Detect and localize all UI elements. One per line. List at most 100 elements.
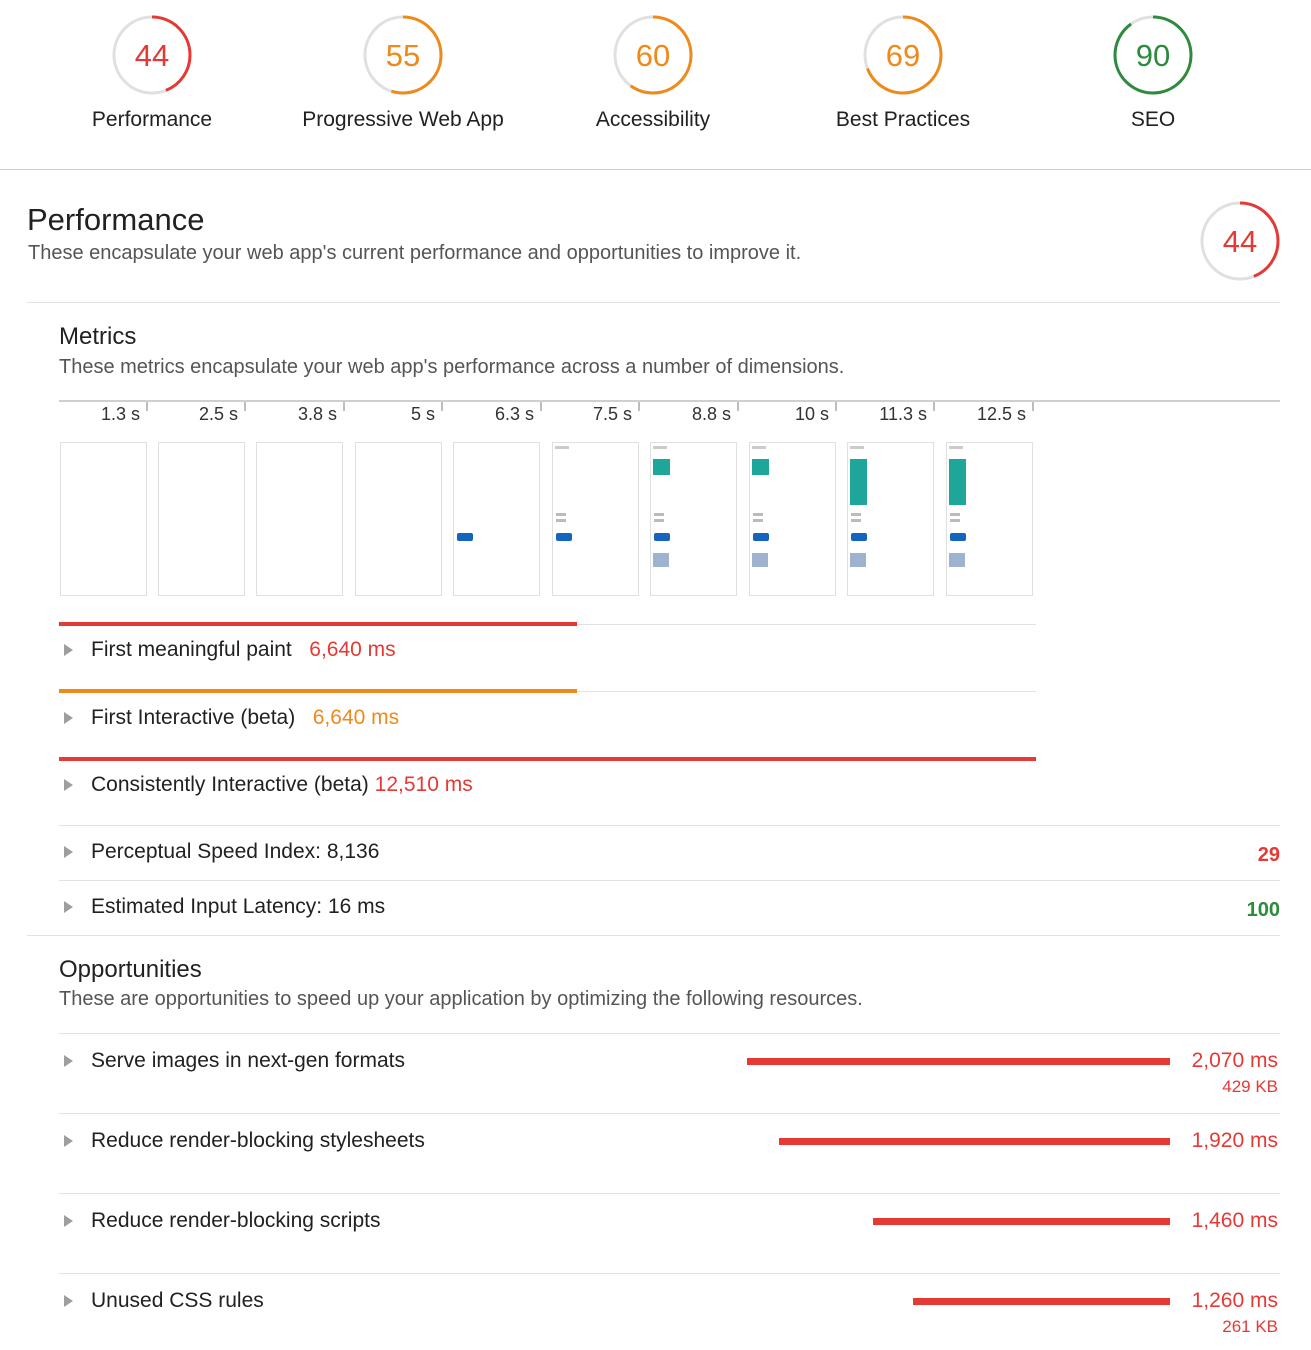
tick-mark [835, 402, 837, 411]
filmstrip-frame [552, 442, 639, 596]
divider [59, 1113, 1280, 1114]
opportunity-ms: 2,070 ms [1191, 1049, 1278, 1072]
metrics-title: Metrics [59, 323, 137, 350]
metric-row-consistently-interactive[interactable]: Consistently Interactive (beta) 12,510 m… [59, 773, 473, 797]
divider [59, 1273, 1280, 1274]
performance-score: 44 [1223, 224, 1257, 259]
timeline-tick: 5 s [410, 404, 435, 424]
divider [27, 935, 1280, 936]
tick-mark [1032, 402, 1034, 411]
metric-score: 100 [1246, 899, 1280, 921]
gauge-score: 60 [636, 38, 670, 73]
filmstrip-frame [256, 442, 343, 596]
metric-row-input-latency[interactable]: Estimated Input Latency: 16 ms [59, 895, 385, 919]
gauge-seo[interactable]: 90 SEO [1028, 14, 1278, 132]
metric-row-first-interactive[interactable]: First Interactive (beta) 6,640 ms [59, 706, 399, 730]
tick-mark [638, 402, 640, 411]
opportunity-kb: 429 KB [1222, 1077, 1278, 1096]
gauge-best-practices[interactable]: 69 Best Practices [778, 14, 1028, 132]
tick-mark [540, 402, 542, 411]
filmstrip-frame [946, 442, 1033, 596]
expand-arrow-icon [64, 1295, 73, 1308]
expand-arrow-icon [64, 779, 73, 792]
gauge-ring-icon: 44 [112, 15, 192, 95]
timeline-tick: 12.5 s [976, 404, 1026, 424]
opportunity-savings-bar [873, 1218, 1170, 1225]
gauge-score: 55 [386, 38, 420, 73]
timeline-tick: 8.8 s [691, 404, 731, 424]
gauge-ring-icon: 55 [363, 15, 443, 95]
filmstrip-frame [847, 442, 934, 596]
opportunity-row[interactable]: Reduce render-blocking stylesheets [59, 1129, 425, 1153]
metric-value: 6,640 ms [312, 706, 400, 729]
gauge-label: Performance [91, 108, 213, 131]
tick-mark [244, 402, 246, 411]
filmstrip-timeline [59, 400, 1280, 402]
performance-score-gauge: 44 [1200, 201, 1280, 281]
metric-label: First meaningful paint [91, 638, 292, 661]
opportunity-row[interactable]: Serve images in next-gen formats [59, 1049, 405, 1073]
metric-label: Estimated Input Latency: 16 ms [91, 895, 386, 918]
opportunity-row[interactable]: Reduce render-blocking scripts [59, 1209, 380, 1233]
metrics-description: These metrics encapsulate your web app's… [59, 356, 845, 378]
gauge-label: Progressive Web App [302, 108, 504, 131]
opportunity-ms: 1,260 ms [1191, 1289, 1278, 1312]
divider [59, 880, 1280, 881]
timeline-tick: 10 s [794, 404, 829, 424]
tick-mark [146, 402, 148, 411]
gauge-label: Best Practices [835, 108, 971, 131]
metric-label: First Interactive (beta) [91, 706, 296, 729]
opportunity-savings-bar [747, 1058, 1170, 1065]
expand-arrow-icon [64, 1215, 73, 1228]
opportunity-label: Reduce render-blocking stylesheets [91, 1129, 425, 1152]
opportunity-ms: 1,460 ms [1191, 1209, 1278, 1232]
gauge-label: Accessibility [595, 108, 711, 131]
opportunity-savings-bar [913, 1298, 1170, 1305]
gauge-ring-icon: 60 [613, 15, 693, 95]
opportunity-ms: 1,920 ms [1191, 1129, 1278, 1152]
filmstrip-frame [453, 442, 540, 596]
gauge-accessibility[interactable]: 60 Accessibility [528, 14, 778, 132]
filmstrip-frame [650, 442, 737, 596]
metric-value: 12,510 ms [374, 773, 473, 796]
tick-mark [441, 402, 443, 411]
opportunities-description: These are opportunities to speed up your… [59, 988, 863, 1010]
expand-arrow-icon [64, 644, 73, 657]
divider [59, 1193, 1280, 1194]
metric-row-speed-index[interactable]: Perceptual Speed Index: 8,136 [59, 840, 379, 864]
timeline-tick: 6.3 s [494, 404, 534, 424]
opportunity-row[interactable]: Unused CSS rules [59, 1289, 264, 1313]
metric-label: Consistently Interactive (beta) [91, 773, 369, 796]
divider [59, 1033, 1280, 1034]
tick-mark [737, 402, 739, 411]
divider [59, 825, 1280, 826]
metric-row-fmp[interactable]: First meaningful paint 6,640 ms [59, 638, 396, 662]
timeline-tick: 3.8 s [297, 404, 337, 424]
metric-timing-bar [59, 689, 577, 693]
expand-arrow-icon [64, 712, 73, 725]
opportunity-savings-bar [779, 1138, 1170, 1145]
filmstrip-frame [60, 442, 147, 596]
gauge-pwa[interactable]: 55 Progressive Web App [278, 14, 528, 132]
opportunity-label: Reduce render-blocking scripts [91, 1209, 381, 1232]
gauge-performance[interactable]: 44 Performance [27, 14, 277, 132]
metric-timing-bar [59, 622, 577, 626]
filmstrip-frame [749, 442, 836, 596]
metric-value: 6,640 ms [309, 638, 396, 661]
timeline-tick: 11.3 s [879, 404, 927, 424]
opportunities-title: Opportunities [59, 956, 202, 983]
timeline-tick: 2.5 s [198, 404, 238, 424]
opportunity-label: Serve images in next-gen formats [91, 1049, 405, 1072]
filmstrip-frame [158, 442, 245, 596]
opportunity-kb: 261 KB [1222, 1317, 1278, 1336]
gauge-ring-icon: 69 [863, 15, 943, 95]
gauge-ring-icon: 90 [1113, 15, 1193, 95]
expand-arrow-icon [64, 1055, 73, 1068]
opportunity-label: Unused CSS rules [91, 1289, 264, 1312]
section-description: These encapsulate your web app's current… [28, 242, 802, 264]
metric-label: Perceptual Speed Index: 8,136 [91, 840, 380, 863]
gauge-score: 44 [135, 38, 169, 73]
gauge-score: 90 [1136, 38, 1170, 73]
divider [27, 302, 1280, 303]
tick-mark [933, 402, 935, 411]
